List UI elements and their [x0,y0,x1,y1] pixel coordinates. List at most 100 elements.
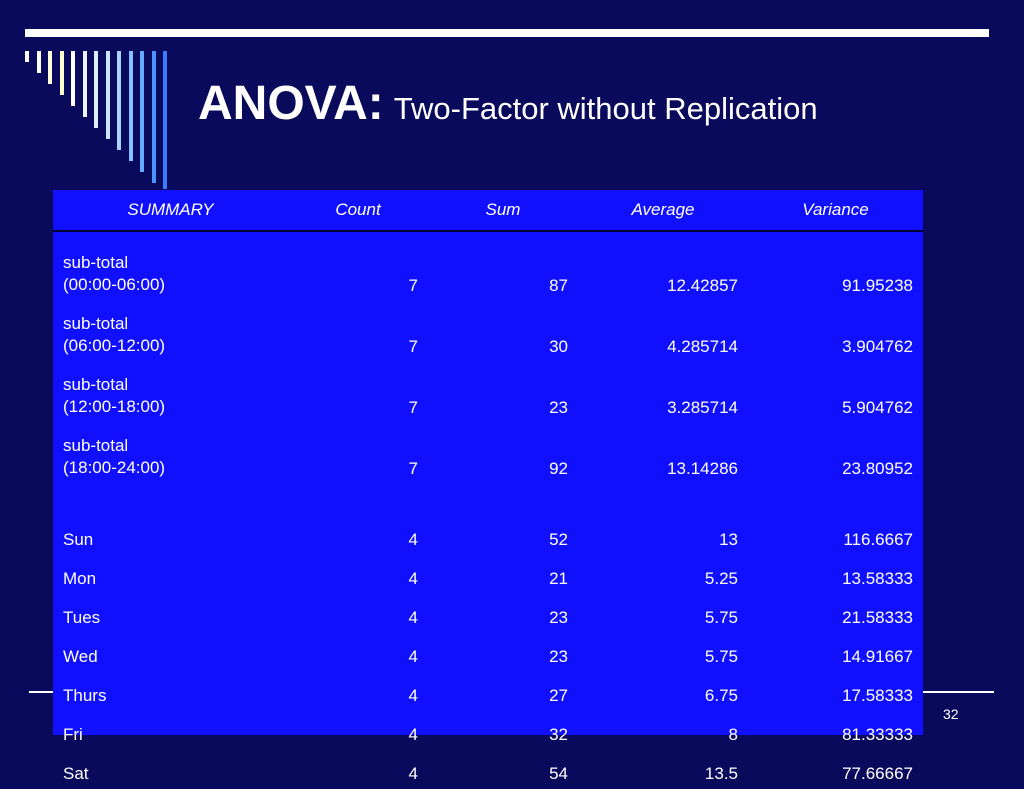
cell-count: 7 [408,459,418,478]
cell-variance: 91.95238 [842,276,913,295]
cell-sum: 30 [549,337,568,356]
row-label-line2: (12:00-18:00) [63,397,166,416]
cell-variance: 17.58333 [842,686,913,705]
cell-count: 4 [408,569,418,588]
cell-count: 4 [408,725,418,744]
cell-sum: 27 [549,686,568,705]
row-label-line2: (18:00-24:00) [63,458,166,477]
table-row: Wed 4 23 5.75 14.91667 [53,633,923,672]
deco-bar [140,51,144,172]
cell-variance: 116.6667 [843,530,913,549]
title-main: ANOVA: [198,77,384,130]
cell-variance: 5.904762 [842,398,913,417]
table-row: Tues 4 23 5.75 21.58333 [53,594,923,633]
cell-count: 4 [408,764,418,783]
cell-average: 5.75 [704,647,738,666]
table-spacer-row [53,482,923,516]
deco-bar [163,51,167,189]
row-label-line2: (06:00-12:00) [63,336,166,355]
cell-sum: 23 [549,398,568,417]
header-summary: SUMMARY [53,190,288,232]
cell-variance: 13.58333 [842,569,913,588]
row-label: Thurs [63,686,107,705]
header-sum: Sum [428,190,578,232]
row-label: sub-total (06:00-12:00) [53,299,288,360]
row-label-line1: sub-total [63,314,129,333]
cell-average: 5.25 [704,569,738,588]
deco-bar [129,51,133,161]
table-row: sub-total (00:00-06:00) 7 87 12.42857 91… [53,231,923,299]
cell-variance: 14.91667 [842,647,913,666]
cell-sum: 21 [549,569,568,588]
row-label: Fri [63,725,83,744]
table-row: Mon 4 21 5.25 13.58333 [53,555,923,594]
table-row: Sun 4 52 13 116.6667 [53,516,923,555]
table-row: Sat 4 54 13.5 77.66667 [53,750,923,789]
bottom-rule-right [922,691,994,693]
cell-count: 7 [408,398,418,417]
table-row: Fri 4 32 8 81.33333 [53,711,923,750]
cell-sum: 32 [549,725,568,744]
cell-average: 3.285714 [667,398,738,417]
deco-bar [152,51,156,183]
cell-average: 4.285714 [667,337,738,356]
cell-count: 4 [408,647,418,666]
title-sub: Two-Factor without Replication [393,91,818,126]
header-count: Count [288,190,428,232]
row-label: sub-total (18:00-24:00) [53,421,288,482]
row-label: Wed [63,647,98,666]
row-label: sub-total (00:00-06:00) [53,231,288,299]
cell-variance: 23.80952 [842,459,913,478]
table-row: sub-total (06:00-12:00) 7 30 4.285714 3.… [53,299,923,360]
cell-count: 4 [408,530,418,549]
summary-table: SUMMARY Count Sum Average Variance sub-t… [53,190,923,789]
cell-sum: 92 [549,459,568,478]
deco-bar [48,51,52,84]
table-row: Thurs 4 27 6.75 17.58333 [53,672,923,711]
deco-bar [60,51,64,95]
bottom-rule-left [29,691,59,693]
cell-count: 7 [408,276,418,295]
table-row: sub-total (18:00-24:00) 7 92 13.14286 23… [53,421,923,482]
header-variance: Variance [748,190,923,232]
table-row: sub-total (12:00-18:00) 7 23 3.285714 5.… [53,360,923,421]
deco-bar [94,51,98,128]
row-label: Sun [63,530,94,549]
deco-bar [106,51,110,139]
cell-variance: 21.58333 [842,608,913,627]
cell-count: 4 [408,686,418,705]
row-label: Sat [63,764,89,783]
cell-variance: 81.33333 [842,725,913,744]
deco-bar [117,51,121,150]
cell-sum: 87 [549,276,568,295]
cell-variance: 77.66667 [842,764,913,783]
row-label-line2: (00:00-06:00) [63,275,166,294]
row-label: sub-total (12:00-18:00) [53,360,288,421]
row-label: Tues [63,608,101,627]
cell-average: 13.14286 [667,459,738,478]
cell-average: 13 [719,530,738,549]
cell-variance: 3.904762 [842,337,913,356]
cell-average: 13.5 [704,764,738,783]
summary-table-panel: SUMMARY Count Sum Average Variance sub-t… [53,190,923,783]
table-header-row: SUMMARY Count Sum Average Variance [53,190,923,232]
cell-count: 7 [408,337,418,356]
cell-sum: 23 [549,647,568,666]
row-label: Mon [63,569,97,588]
cell-average: 8 [728,725,738,744]
deco-bar [83,51,87,117]
row-label-line1: sub-total [63,375,129,394]
slide-number: 32 [943,706,959,722]
cell-average: 5.75 [704,608,738,627]
cell-average: 6.75 [704,686,738,705]
cell-count: 4 [408,608,418,627]
decorative-bars [0,0,170,200]
row-label-line1: sub-total [63,253,129,272]
row-label-line1: sub-total [63,436,129,455]
deco-bar [37,51,41,73]
top-rule [25,29,989,37]
cell-sum: 54 [549,764,568,783]
cell-sum: 52 [549,530,568,549]
deco-bar [71,51,75,106]
cell-average: 12.42857 [667,276,738,295]
